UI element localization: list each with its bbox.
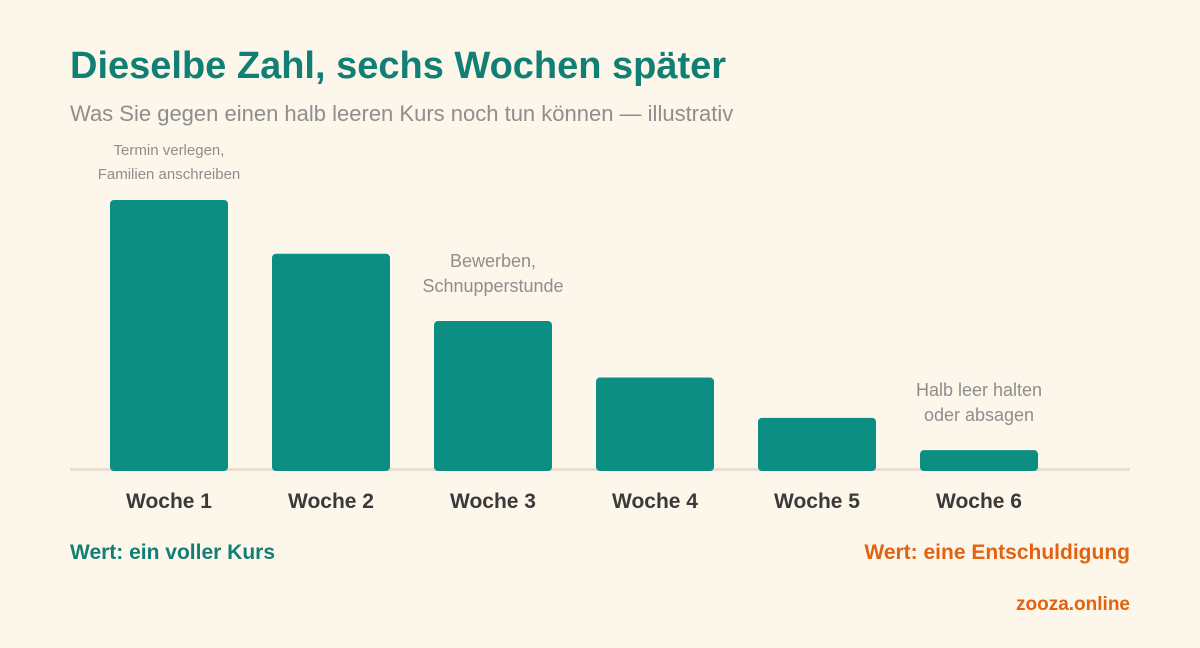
bar-2 <box>272 253 390 471</box>
bar-3 <box>434 321 552 471</box>
chart-subtitle: Was Sie gegen einen halb leeren Kurs noc… <box>70 101 734 126</box>
x-tick-label: Woche 3 <box>450 490 536 513</box>
annotation-label: Schnupperstunde <box>422 276 563 296</box>
annotation-label: Familien anschreiben <box>98 166 241 183</box>
bar-5 <box>758 417 876 471</box>
x-tick-label: Woche 5 <box>774 490 860 513</box>
x-tick-label: Woche 6 <box>936 490 1022 513</box>
brand-url: zooza.online <box>1016 594 1130 615</box>
annotation-label: Bewerben, <box>450 251 536 271</box>
value-excuse-label: Wert: eine Entschuldigung <box>864 541 1130 564</box>
annotation-label: oder absagen <box>924 405 1034 425</box>
bar-6 <box>920 450 1038 471</box>
x-tick-label: Woche 1 <box>126 490 212 513</box>
chart-title: Dieselbe Zahl, sechs Wochen später <box>70 45 727 87</box>
value-full-course-label: Wert: ein voller Kurs <box>70 541 275 564</box>
annotation-label: Termin verlegen, <box>114 142 225 159</box>
x-tick-label: Woche 2 <box>288 490 374 513</box>
x-tick-label: Woche 4 <box>612 490 698 513</box>
bar-4 <box>596 377 714 471</box>
annotation-label: Halb leer halten <box>916 380 1042 400</box>
bar-1 <box>110 200 228 471</box>
